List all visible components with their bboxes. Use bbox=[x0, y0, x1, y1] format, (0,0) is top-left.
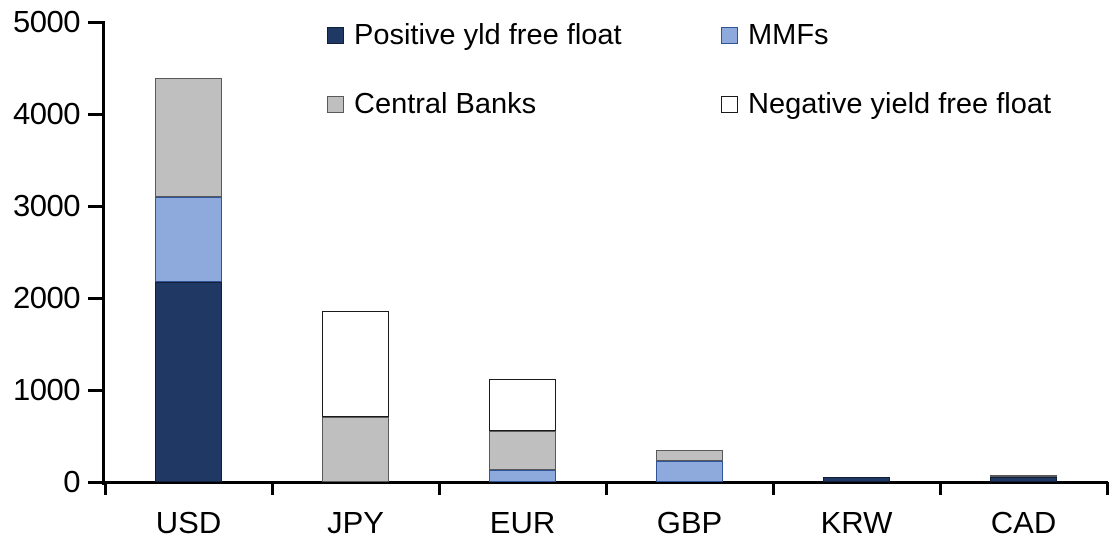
bar-usd bbox=[155, 78, 222, 482]
bar-segment-gbp-mmfs bbox=[656, 460, 723, 482]
x-tick-6 bbox=[1105, 482, 1109, 495]
bar-segment-usd-central-banks bbox=[155, 78, 222, 197]
bar-segment-eur-negative-yield-free-float bbox=[489, 378, 556, 431]
x-axis-label-eur: EUR bbox=[489, 505, 556, 540]
legend-label-positive-yld-free-float: Positive yld free float bbox=[354, 18, 622, 51]
y-tick-label-4000: 4000 bbox=[13, 96, 80, 131]
legend-swatch-positive-yld-free-float bbox=[327, 26, 344, 44]
x-axis-label-usd: USD bbox=[155, 505, 222, 540]
y-tick-5000 bbox=[88, 20, 104, 24]
bar-segment-eur-central-banks bbox=[489, 430, 556, 471]
x-tick-2 bbox=[437, 482, 441, 495]
bar-jpy bbox=[322, 310, 389, 482]
x-tick-0 bbox=[103, 482, 107, 495]
bar-segment-jpy-central-banks bbox=[322, 416, 389, 482]
y-axis-line bbox=[102, 21, 105, 485]
x-tick-3 bbox=[604, 482, 608, 495]
x-axis-label-gbp: GBP bbox=[656, 505, 723, 540]
y-tick-1000 bbox=[88, 388, 104, 392]
bar-segment-jpy-negative-yield-free-float bbox=[322, 310, 389, 417]
bar-segment-eur-mmfs bbox=[489, 470, 556, 482]
bar-eur bbox=[489, 378, 556, 482]
y-tick-label-3000: 3000 bbox=[13, 188, 80, 223]
y-tick-label-2000: 2000 bbox=[13, 280, 80, 315]
legend-label-central-banks: Central Banks bbox=[354, 87, 537, 120]
bar-segment-krw-positive-yld-free-float bbox=[823, 477, 890, 482]
bar-segment-cad-central-banks bbox=[990, 474, 1057, 478]
y-tick-label-1000: 1000 bbox=[13, 372, 80, 407]
legend-swatch-mmfs bbox=[721, 26, 738, 44]
bar-cad bbox=[990, 474, 1057, 482]
legend-item-central-banks: Central Banks bbox=[327, 87, 537, 120]
y-tick-2000 bbox=[88, 296, 104, 300]
bar-segment-cad-positive-yld-free-float bbox=[990, 477, 1057, 482]
bar-segment-usd-mmfs bbox=[155, 196, 222, 283]
x-tick-4 bbox=[771, 482, 775, 495]
bar-gbp bbox=[656, 449, 723, 482]
x-tick-5 bbox=[938, 482, 942, 495]
legend-item-mmfs: MMFs bbox=[721, 18, 829, 51]
legend-item-negative-yield-free-float: Negative yield free float bbox=[721, 87, 1052, 120]
legend-swatch-central-banks bbox=[327, 95, 344, 113]
legend-label-mmfs: MMFs bbox=[748, 18, 829, 51]
x-axis-label-jpy: JPY bbox=[327, 505, 384, 540]
legend-swatch-negative-yield-free-float bbox=[721, 95, 738, 113]
legend-item-positive-yld-free-float: Positive yld free float bbox=[327, 18, 622, 51]
x-axis-label-cad: CAD bbox=[990, 505, 1057, 540]
y-tick-4000 bbox=[88, 112, 104, 116]
y-tick-label-5000: 5000 bbox=[13, 4, 80, 39]
bar-segment-gbp-central-banks bbox=[656, 449, 723, 461]
x-axis-label-krw: KRW bbox=[820, 505, 893, 540]
y-tick-3000 bbox=[88, 204, 104, 208]
y-tick-0 bbox=[88, 480, 104, 484]
bar-krw bbox=[823, 477, 890, 482]
x-tick-1 bbox=[270, 482, 274, 495]
y-tick-label-0: 0 bbox=[63, 464, 80, 499]
legend-label-negative-yield-free-float: Negative yield free float bbox=[748, 87, 1052, 120]
bar-segment-usd-positive-yld-free-float bbox=[155, 282, 222, 482]
